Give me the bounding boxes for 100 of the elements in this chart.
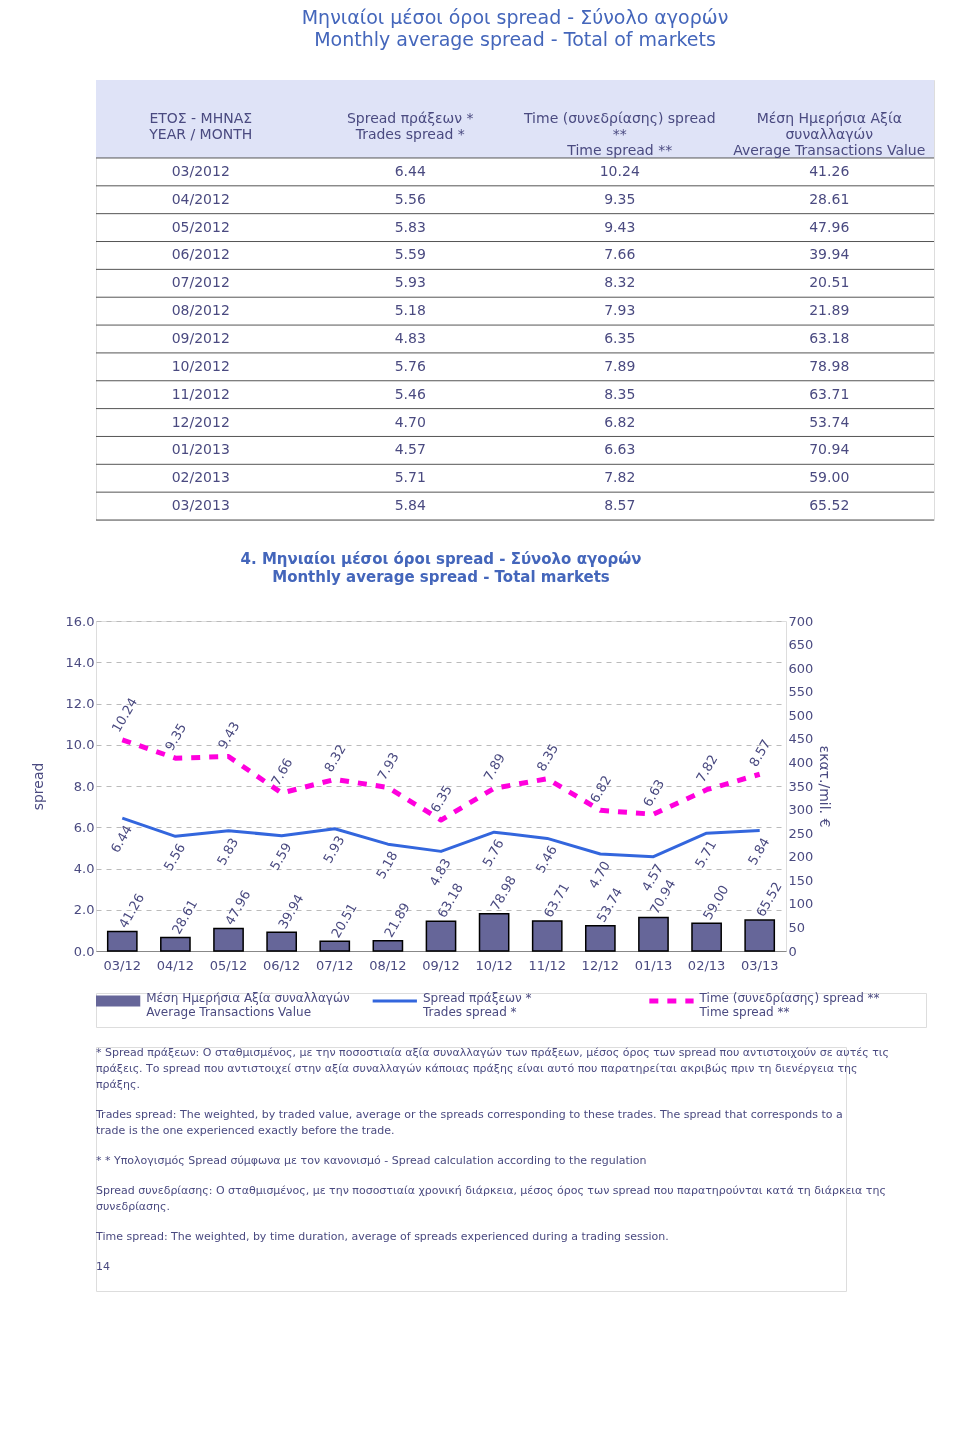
x-tick-label: 06/12 [262,957,301,973]
data-label: 70.94 [809,441,850,458]
x-tick-label: 01/13 [634,957,673,973]
data-label: 9.43 [604,218,636,235]
y-tick-label: 4.0 [73,861,95,876]
data-label: 5.18 [394,302,426,319]
text: Time (συνεδρίασης) spread ** Time spread ** [522,109,716,158]
data-label: 5.84 [394,497,426,514]
y2-tick-label: 550 [788,684,814,700]
data-label: 4.70 [394,413,426,430]
text: ΕΤΟΣ - ΜΗΝΑΣ YEAR / MONTH [148,109,253,142]
y2-tick-label: 200 [788,849,814,865]
data-label: 28.61 [809,190,850,207]
y-tick-label: 8.0 [73,778,95,794]
data-label: 9.35 [604,190,636,207]
y2-tick-label: 100 [788,896,814,912]
category-label: 07/2012 [171,274,230,291]
y2-tick-label: 650 [788,637,814,653]
y-tick-label: 2.0 [73,902,95,918]
data-label: 7.82 [604,469,636,486]
data-label: 10.24 [599,162,640,179]
category-label: 04/2012 [171,190,230,207]
x-tick-label: 03/12 [103,957,142,973]
text: Spread συνεδρίασης: Ο σταθμισμένος, με την ποσοστιαία χρονική διάρκεια, μέσος όρος των spread που παρατηρούνται κατά τη διάρκεια της συνεδρίασης. [96,1184,886,1213]
x-tick-label: 08/12 [369,957,407,973]
x-tick-label: 05/12 [209,957,248,973]
data-label: 78.98 [809,357,850,374]
text: Monthly average spread - Total of markets [314,28,716,50]
text: Μέση Ημερήσια Αξία συναλλαγών Average Transactions Value [733,109,926,158]
data-label: 5.46 [394,385,426,402]
text: Spread πράξεων * Trades spread * [346,109,474,142]
text: Μηνιαίοι μέσοι όροι spread - Σύνολο αγορών [301,6,729,28]
data-label: 20.51 [809,274,850,291]
category-label: 12/2012 [171,413,230,430]
category-label: 09/2012 [171,329,230,346]
x-tick-label: 03/13 [740,957,779,973]
legend-label: Time (συνεδρίασης) spread ** Time spread ** [698,991,880,1019]
data-label: 7.66 [604,246,636,263]
x-tick-label: 12/12 [581,957,620,973]
data-label: 4.57 [394,441,426,458]
y2-tick-label: 400 [788,754,814,770]
text: Time spread: The weighted, by time duration, average of spreads experienced during a trading session. [95,1230,669,1243]
y-tick-label: 12.0 [65,696,95,711]
text: 14 [96,1260,110,1273]
data-label: 7.89 [604,357,636,374]
data-label: 8.32 [604,274,636,291]
x-tick-label: 10/12 [475,957,513,973]
text: * * Υπολογισμός Spread σύμφωνα με τον κανονισμό - Spread calculation according to the regulation [96,1154,647,1167]
data-label: 5.76 [394,357,426,374]
category-label: 05/2012 [171,218,230,235]
data-label: 53.74 [809,413,850,430]
data-label: 5.71 [394,469,426,486]
y-tick-label: 14.0 [65,654,95,670]
x-tick-label: 04/12 [156,957,195,973]
category-label: 03/2013 [171,497,230,514]
category-label: 11/2012 [171,385,230,402]
category-label: 08/2012 [171,302,230,319]
y-tick-label: 6.0 [73,819,95,835]
y2-tick-label: 600 [788,660,814,676]
x-tick-label: 07/12 [316,957,354,973]
y2-tick-label: 50 [788,919,806,935]
data-label: 8.35 [604,385,636,402]
data-label: 39.94 [809,246,850,263]
legend-label: Spread πράξεων * Trades spread * [421,991,532,1019]
data-label: 63.18 [809,329,850,346]
data-label: 4.83 [394,329,426,346]
x-tick-label: 11/12 [528,957,566,973]
x-tick-label: 09/12 [422,957,460,973]
category-label: 03/2012 [171,162,230,179]
data-label: 7.93 [604,302,636,319]
y2-tick-label: 450 [788,731,814,747]
category-label: 01/2013 [171,441,230,458]
y2-tick-label: 700 [788,613,814,629]
data-label: 6.35 [604,329,636,346]
y-tick-label: 10.0 [65,737,95,753]
x-tick-label: 02/13 [687,957,726,973]
y2-tick-label: 0 [788,943,797,959]
data-label: 5.83 [394,218,426,235]
data-label: 59.00 [809,469,850,486]
text: * Spread πράξεων: Ο σταθμισμένος, με την ποσοστιαία αξία συναλλαγών των πράξεων, μέσος όρος των spread που αντιστοιχούν σε αυτές τις πράξεις. Το spread που αντιστοιχεί στην αξία συναλλαγών κάποιας πράξης είναι αυτό που παρατηρείται ακριβώς πριν τη διενέργεια της πράξης. [96,1046,890,1091]
data-label: 63.71 [809,385,850,402]
data-label: 41.26 [809,162,850,179]
data-label: 5.56 [394,190,426,207]
y2-tick-label: 500 [788,707,814,723]
data-label: 47.96 [809,218,850,235]
legend-label: Μέση Ημερήσια Αξία συναλλαγών Average Transactions Value [146,991,350,1019]
y-tick-label: 16.0 [65,613,95,629]
chart-title: 4. Μηνιαίοι μέσοι όροι spread - Σύνολο αγορών [240,550,642,568]
text: Trades spread: The weighted, by traded value, average or the spreads corresponding to these trades. The spread that corresponds to a trade is the one experienced exactly before the trade. [95,1108,843,1137]
data-label: 21.89 [809,302,850,319]
chart-subtitle: Monthly average spread - Total markets [272,568,610,586]
y2-axis-title: εκατ./mil. € [817,745,834,828]
data-label: 65.52 [809,497,850,514]
data-label: 5.59 [394,246,426,263]
category-label: 02/2013 [171,469,230,486]
data-label: 6.63 [604,441,636,458]
y-axis-title: spread [29,762,46,811]
data-label: 8.57 [604,497,636,514]
category-label: 10/2012 [171,357,230,374]
data-label: 6.82 [604,413,636,430]
